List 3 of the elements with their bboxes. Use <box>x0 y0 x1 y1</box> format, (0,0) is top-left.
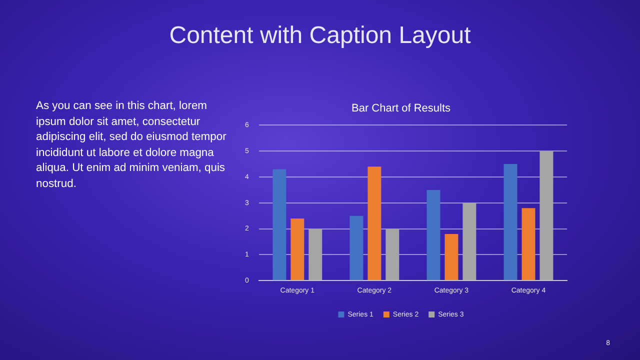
text: As you can see in this chart, lorem ipsum dolor sit amet, consectetur adipiscing elit, sed do eiusmod tempor incididunt ut labore et dolore magna aliqua. Ut enim ad minim veniam, quis nostrud. <box>36 99 228 192</box>
text: Content with Caption Layout <box>168 22 472 50</box>
chart-title: Bar Chart of Results <box>351 102 452 115</box>
